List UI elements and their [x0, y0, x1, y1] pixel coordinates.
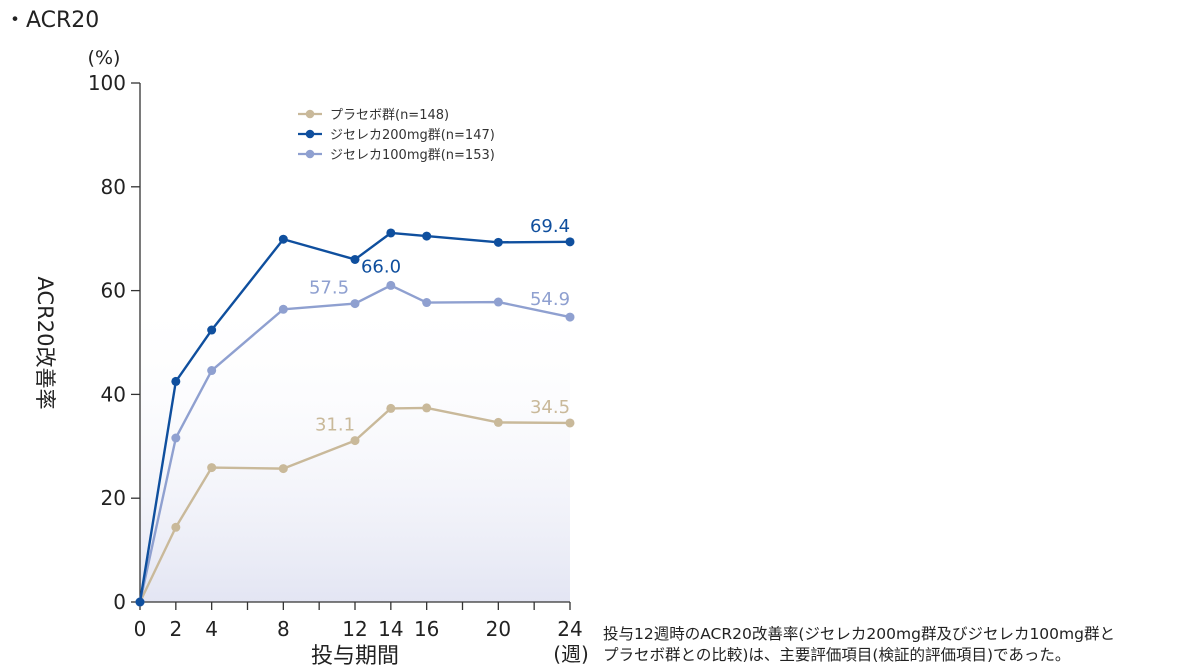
data-point-s0-16: [422, 403, 432, 413]
footnote-line-1: 投与12週時のACR20改善率(ジセレカ200mg群及びジセレカ100mg群と: [603, 625, 1115, 643]
data-point-s1-4: [207, 325, 217, 335]
data-point-s2-16: [422, 298, 432, 308]
x-tick-label: 4: [205, 617, 218, 641]
legend-marker-1: [305, 129, 315, 139]
data-point-s0-2: [171, 522, 181, 532]
data-point-s2-4: [207, 366, 217, 376]
data-point-s1-2: [171, 376, 181, 386]
data-label-s0-24: 34.5: [530, 397, 570, 418]
y-tick-label: 60: [101, 279, 126, 303]
data-label-s1-24: 69.4: [530, 216, 570, 237]
x-tick-label: 16: [414, 617, 439, 641]
y-tick-label: 40: [101, 382, 126, 406]
data-labels: 31.1 34.5 66.0 69.4 57.5 54.9: [309, 216, 570, 436]
data-point-s1-0: [135, 597, 145, 607]
x-axis-unit: (週): [553, 642, 589, 666]
data-point-s2-14: [386, 280, 396, 290]
data-label-s0-12: 31.1: [315, 415, 355, 436]
x-tick-label: 14: [378, 617, 403, 641]
y-tick-label: 80: [101, 175, 126, 199]
data-point-s2-12: [350, 299, 360, 309]
y-tick-label: 0: [113, 590, 126, 614]
data-point-s0-24: [565, 418, 575, 428]
data-label-s1-12: 66.0: [361, 256, 401, 277]
data-point-s0-4: [207, 463, 217, 473]
data-point-s0-14: [386, 403, 396, 413]
y-tick-label: 100: [88, 71, 126, 95]
legend: プラセボ群(n=148) ジセレカ200mg群(n=147) ジセレカ100mg群(…: [298, 108, 495, 163]
y-axis-unit: (%): [88, 47, 121, 69]
legend-label-1: ジセレカ200mg群(n=147): [330, 128, 495, 143]
legend-marker-2: [305, 149, 315, 159]
section-title: ・ACR20: [4, 8, 100, 33]
legend-label-2: ジセレカ100mg群(n=153): [330, 148, 495, 163]
legend-marker-0: [305, 109, 315, 119]
data-point-s1-20: [493, 237, 503, 247]
data-point-s1-16: [422, 231, 432, 241]
footnote-line-2: プラセボ群との比較)は、主要評価項目(検証的評価項目)であった。: [603, 646, 1071, 664]
x-axis-title: 投与期間: [311, 644, 399, 669]
x-tick-label: 0: [134, 617, 147, 641]
data-label-s2-24: 54.9: [530, 289, 570, 310]
data-point-s1-24: [565, 237, 575, 247]
data-point-s1-12: [350, 254, 360, 264]
x-tick-label: 12: [342, 617, 367, 641]
x-tick-label: 24: [557, 617, 582, 641]
series-layer: [135, 228, 575, 607]
y-axis-title: ACR20改善率: [33, 277, 57, 410]
plot-background: [140, 290, 570, 602]
x-tick-label: 2: [169, 617, 182, 641]
data-point-s2-24: [565, 312, 575, 322]
footnote: 投与12週時のACR20改善率(ジセレカ200mg群及びジセレカ100mg群と …: [603, 624, 1115, 666]
data-point-s1-14: [386, 228, 396, 238]
data-point-s2-8: [278, 304, 288, 314]
data-point-s0-20: [493, 417, 503, 427]
legend-label-0: プラセボ群(n=148): [330, 108, 449, 123]
data-point-s0-12: [350, 436, 360, 446]
x-tick-label: 8: [277, 617, 290, 641]
data-point-s1-8: [278, 234, 288, 244]
data-point-s2-2: [171, 433, 181, 443]
data-point-s0-8: [278, 464, 288, 474]
y-tick-label: 20: [101, 486, 126, 510]
data-point-s2-20: [493, 297, 503, 307]
data-label-s2-12: 57.5: [309, 278, 349, 299]
x-tick-label: 20: [486, 617, 511, 641]
